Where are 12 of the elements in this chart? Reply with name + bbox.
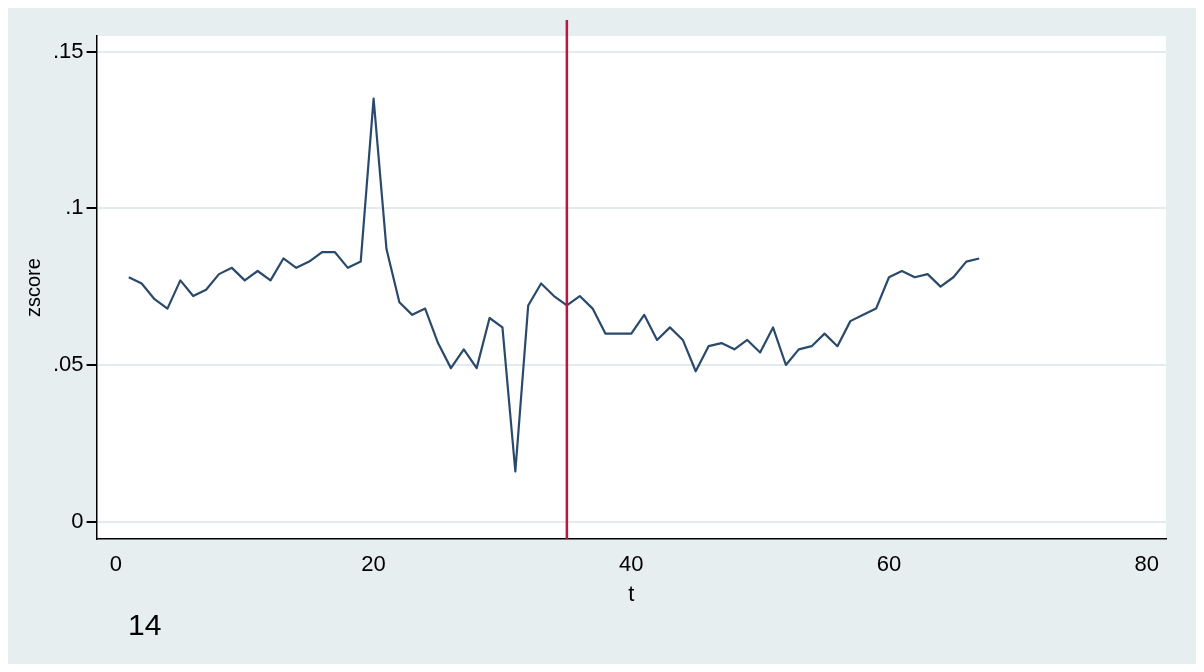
x-tick-label: 80 bbox=[1134, 551, 1159, 577]
y-tick-label: .1 bbox=[65, 194, 84, 220]
x-tick-label: 0 bbox=[109, 551, 123, 577]
x-axis-title: t bbox=[628, 580, 635, 606]
y-tick-label: 0 bbox=[71, 507, 84, 533]
y-axis-title: zscore bbox=[21, 258, 44, 318]
x-tick-label: 40 bbox=[619, 551, 644, 577]
x-tick-label: 60 bbox=[876, 551, 902, 577]
x-tick-label: 20 bbox=[361, 551, 386, 577]
y-tick-label: .05 bbox=[52, 351, 84, 377]
y-tick-label: .15 bbox=[52, 37, 84, 63]
text: 14 bbox=[127, 608, 163, 642]
